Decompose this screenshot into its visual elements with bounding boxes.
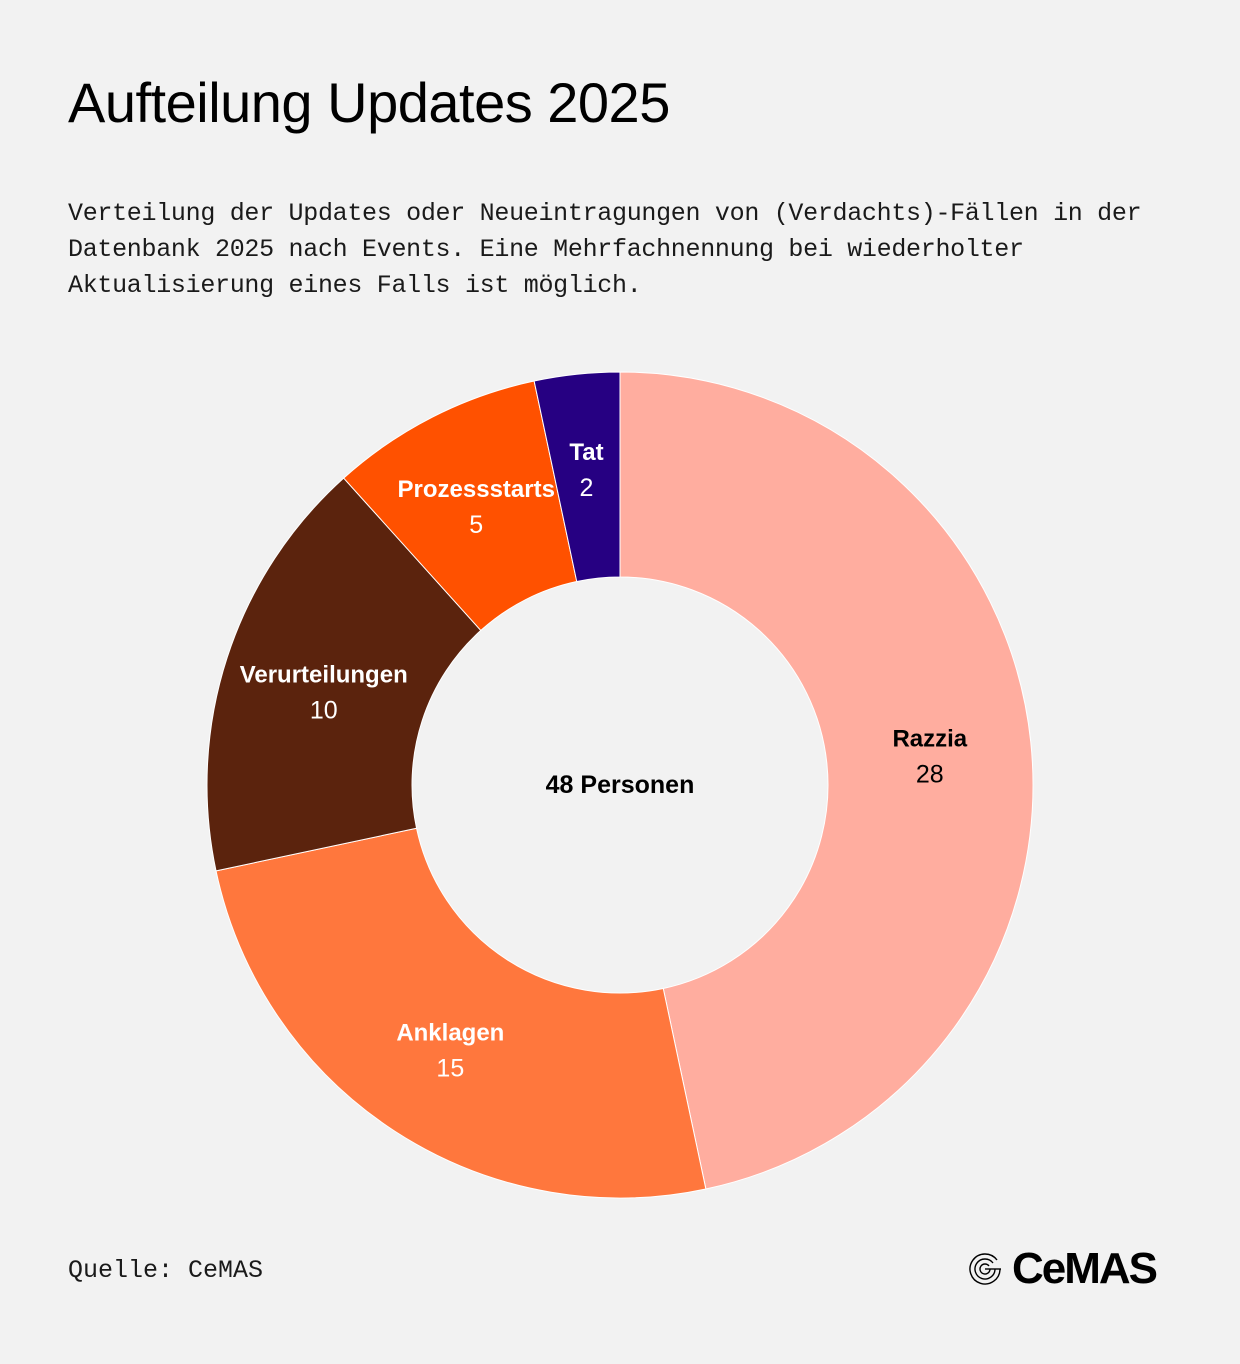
slice-label-tat: Tat 2 bbox=[569, 439, 603, 502]
slice-verurteilungen bbox=[206, 477, 482, 872]
slice-value: 10 bbox=[310, 697, 338, 725]
slice-razzia bbox=[619, 371, 1034, 1190]
slice-category: Prozessstarts bbox=[398, 476, 555, 503]
slice-value: 5 bbox=[469, 511, 483, 539]
slice-tat bbox=[533, 371, 621, 583]
slice-category: Verurteilungen bbox=[240, 662, 408, 689]
donut-slices bbox=[206, 371, 1034, 1199]
slice-category: Tat bbox=[569, 439, 603, 466]
cemas-spiral-icon bbox=[969, 1253, 1001, 1285]
slice-value: 28 bbox=[916, 760, 944, 788]
donut-center-label: 48 Personen bbox=[546, 771, 695, 799]
slice-category: Razzia bbox=[892, 725, 967, 752]
slice-label-anklagen: Anklagen 15 bbox=[396, 1019, 504, 1082]
cemas-logo: CeMAS bbox=[964, 1244, 1158, 1294]
slice-value: 2 bbox=[580, 474, 594, 502]
slice-category: Anklagen bbox=[396, 1019, 504, 1046]
slice-label-prozessstarts: Prozessstarts 5 bbox=[398, 476, 555, 539]
slice-anklagen bbox=[215, 827, 707, 1199]
source-note: Quelle: CeMAS bbox=[68, 1256, 264, 1285]
slice-value: 15 bbox=[436, 1054, 464, 1082]
cemas-logo-text: CeMAS bbox=[1012, 1244, 1158, 1293]
chart-title: Aufteilung Updates 2025 bbox=[68, 71, 670, 134]
slice-label-razzia: Razzia 28 bbox=[892, 725, 967, 788]
chart-subtitle: Verteilung der Updates oder Neueintragun… bbox=[68, 199, 1142, 300]
slice-label-verurteilungen: Verurteilungen 10 bbox=[240, 662, 408, 725]
donut-labels: Razzia 28 Anklagen 15 Verurteilungen 10 Prozes… bbox=[240, 439, 968, 1082]
